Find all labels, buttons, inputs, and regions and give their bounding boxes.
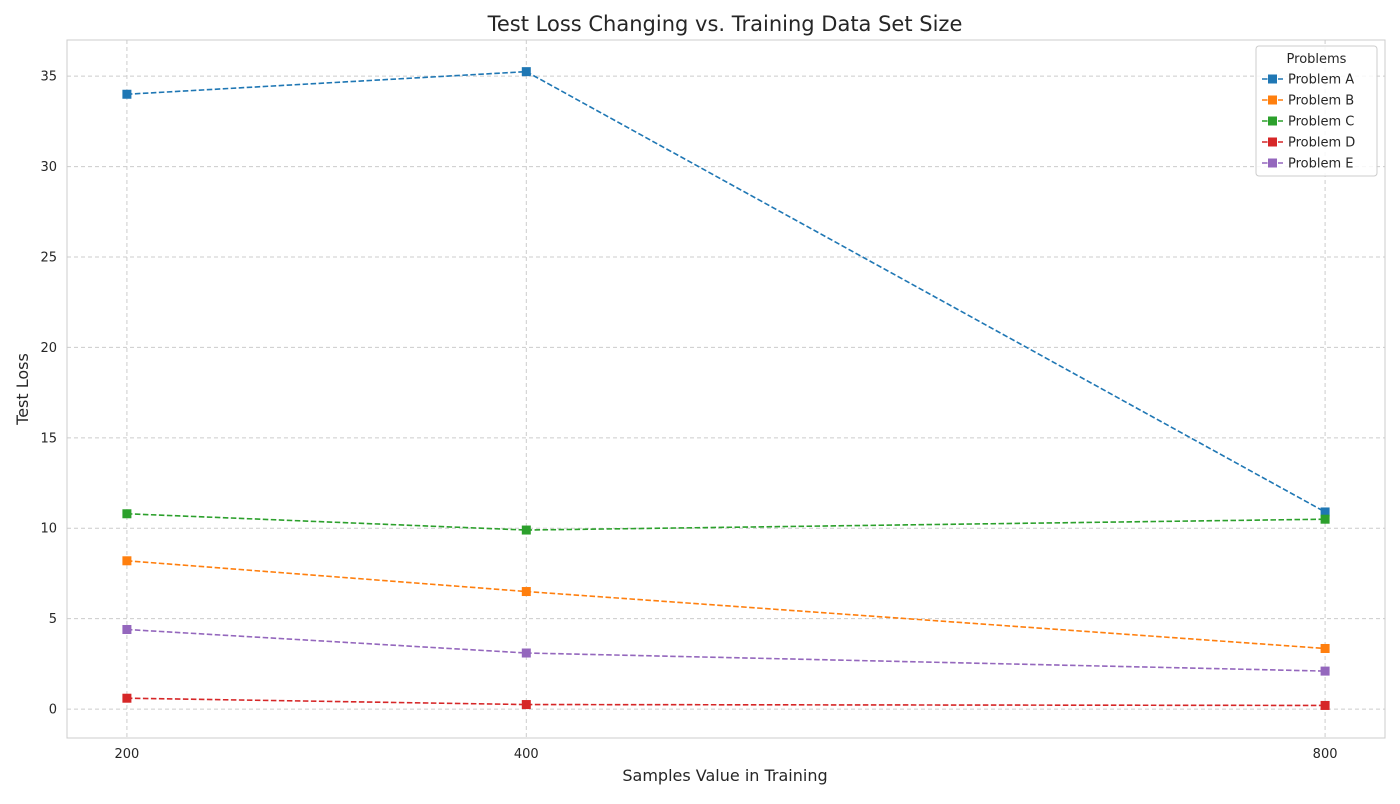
y-tick-label: 0 <box>49 703 57 718</box>
series-problem-d <box>122 693 1330 710</box>
grid <box>67 40 1385 738</box>
series-line <box>126 512 1326 531</box>
data-point-marker <box>521 648 531 658</box>
legend-item: Problem D <box>1262 136 1355 151</box>
data-point-marker <box>1320 507 1330 517</box>
y-axis-ticks: 0 5 10 15 20 25 30 35 <box>40 70 57 718</box>
y-tick-label: 30 <box>40 160 57 175</box>
legend-marker-swatch <box>1268 95 1277 105</box>
legend-item: Problem A <box>1262 73 1354 88</box>
data-point-marker <box>122 509 132 519</box>
y-tick-label: 35 <box>40 70 57 85</box>
data-point-marker <box>521 700 531 710</box>
legend-marker-swatch <box>1268 116 1277 126</box>
data-point-marker <box>122 693 132 703</box>
y-tick-label: 25 <box>40 250 57 265</box>
x-tick-label: 200 <box>114 747 139 762</box>
legend-label: Problem D <box>1288 136 1355 151</box>
y-tick-label: 5 <box>49 612 57 627</box>
legend-marker-swatch <box>1268 74 1277 84</box>
y-axis-label: Test Loss <box>13 353 32 426</box>
series-line <box>126 70 1326 513</box>
legend-label: Problem C <box>1288 115 1354 130</box>
data-point-marker <box>1320 643 1330 653</box>
series-problem-a <box>122 67 1330 517</box>
legend-marker-swatch <box>1268 137 1277 147</box>
x-tick-label: 800 <box>1313 747 1338 762</box>
x-tick-label: 400 <box>514 747 539 762</box>
series-group <box>122 67 1330 710</box>
series-line <box>126 559 1326 650</box>
data-point-marker <box>521 587 531 597</box>
legend-label: Problem B <box>1288 94 1354 109</box>
data-point-marker <box>122 89 132 99</box>
data-point-marker <box>122 625 132 635</box>
plot-area-frame <box>66 39 1386 739</box>
data-point-marker <box>1320 666 1330 676</box>
legend-items: Problem A Problem B Problem C Problem D Prob… <box>1262 73 1355 172</box>
series-problem-b <box>122 556 1330 653</box>
y-tick-label: 10 <box>40 522 57 537</box>
data-point-marker <box>521 67 531 77</box>
x-axis-label: Samples Value in Training <box>622 766 827 785</box>
legend-marker-swatch <box>1268 158 1277 168</box>
data-point-marker <box>1320 700 1330 710</box>
chart-title: Test Loss Changing vs. Training Data Set… <box>487 12 963 36</box>
legend-item: Problem C <box>1262 115 1354 130</box>
legend-label: Problem A <box>1288 73 1354 88</box>
data-point-marker <box>521 525 531 535</box>
x-axis-ticks: 200 400 800 <box>114 747 1337 762</box>
series-problem-e <box>122 625 1330 676</box>
legend-title: Problems <box>1287 52 1347 67</box>
legend-label: Problem E <box>1288 157 1354 172</box>
data-point-marker <box>122 556 132 566</box>
series-problem-c <box>122 509 1330 535</box>
legend-item: Problem E <box>1262 157 1354 172</box>
series-line <box>126 697 1326 707</box>
y-tick-label: 20 <box>40 341 57 356</box>
data-point-marker <box>1320 514 1330 524</box>
y-tick-label: 15 <box>40 431 57 446</box>
legend-box <box>1255 45 1378 177</box>
legend-item: Problem B <box>1262 94 1354 109</box>
